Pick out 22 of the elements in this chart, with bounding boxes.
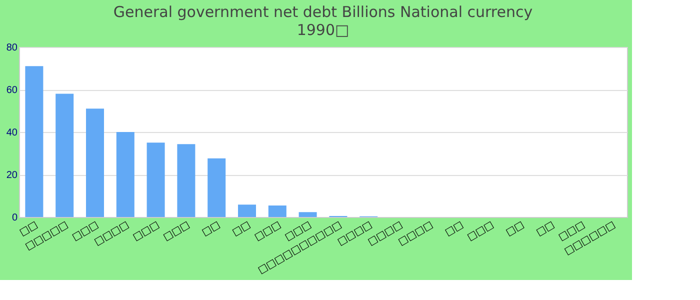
y-tick-label: 0: [12, 212, 18, 224]
bar: [25, 66, 44, 217]
x-tick-label: □□: [230, 220, 252, 238]
x-tick-label: □□: [504, 220, 526, 238]
y-tick-label: 40: [6, 128, 18, 138]
x-tick-label: □□: [443, 220, 466, 238]
bar: [56, 94, 74, 217]
y-tick-label: 80: [6, 42, 18, 54]
y-tick-label: 60: [6, 85, 18, 96]
bar: [298, 212, 317, 217]
chart-subtitle: 1990□: [296, 21, 350, 39]
bar: [177, 144, 196, 217]
bar: [86, 108, 104, 217]
bar: [116, 132, 134, 217]
bar: [146, 142, 165, 217]
y-tick-label: 20: [6, 170, 18, 181]
bar: [238, 204, 256, 217]
bar: [208, 158, 226, 217]
x-tick-label: □□: [200, 220, 222, 238]
x-tick-label: □□: [534, 220, 556, 238]
chart-title: General government net debt Billions National currency: [113, 3, 533, 21]
bar: [268, 206, 286, 217]
